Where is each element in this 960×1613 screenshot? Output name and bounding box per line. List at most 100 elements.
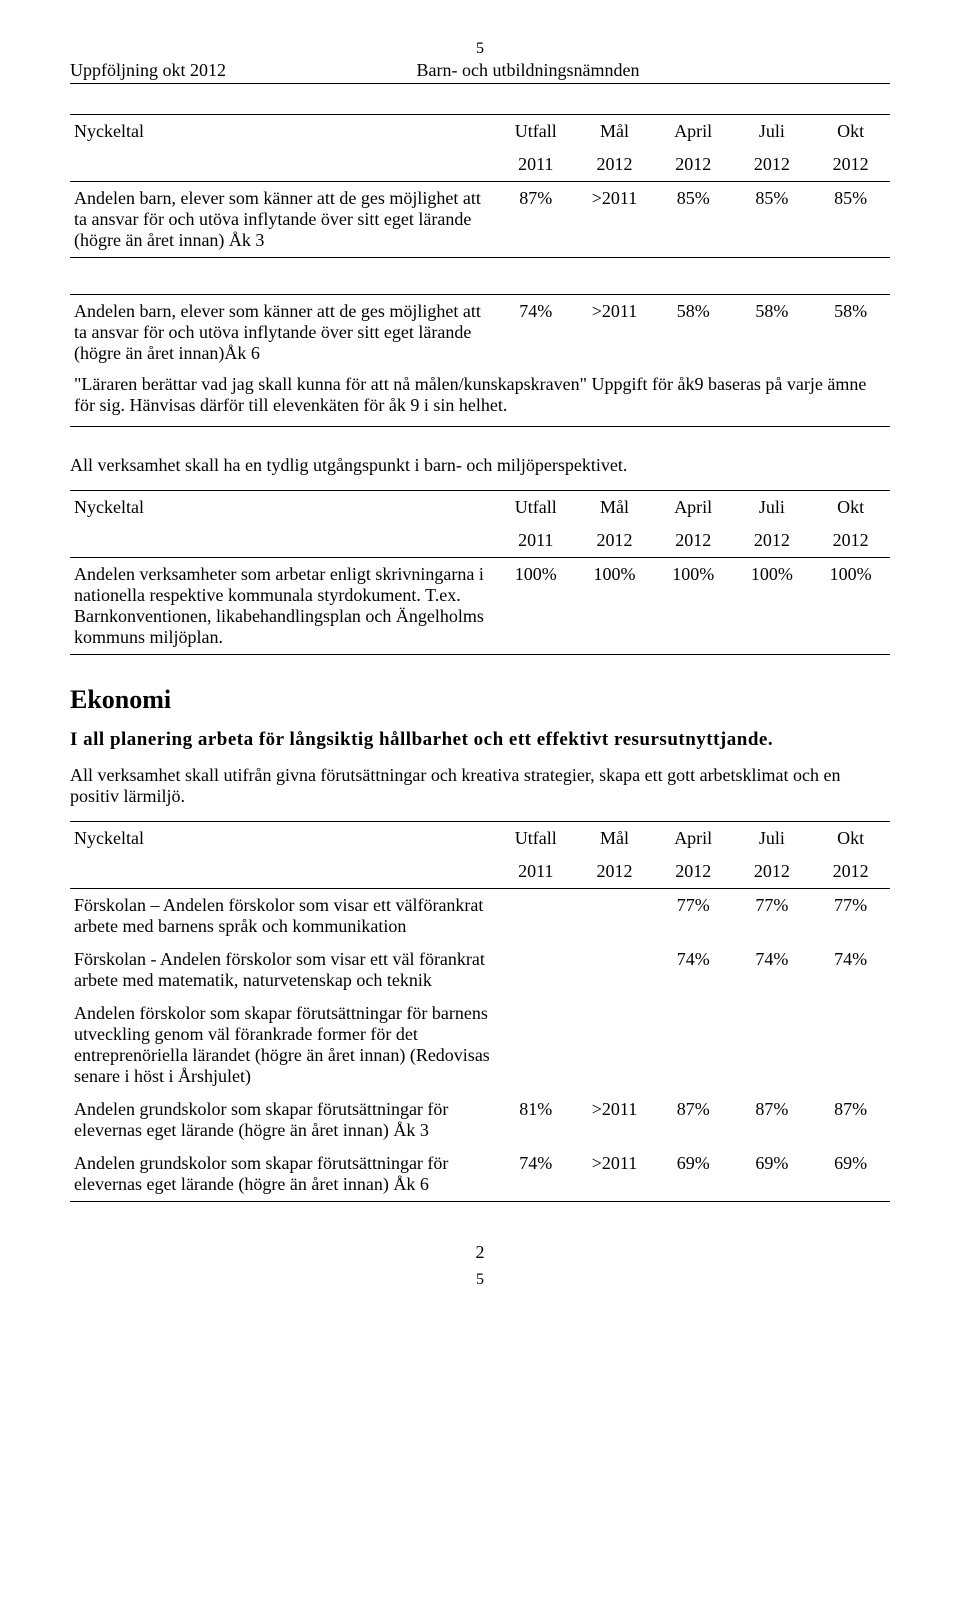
col-april-top: April <box>654 491 733 525</box>
col-juli-bot: 2012 <box>733 524 812 558</box>
table-1: Nyckeltal Utfall Mål April Juli Okt 2011… <box>70 114 890 258</box>
cell: 74% <box>654 943 733 997</box>
col-utfall-bot: 2011 <box>496 148 575 182</box>
row-label: Andelen barn, elever som känner att de g… <box>70 295 496 371</box>
col-mal-bot: 2012 <box>575 855 654 889</box>
col-utfall-bot: 2011 <box>496 855 575 889</box>
cell: 87% <box>733 1093 812 1147</box>
cell: 69% <box>654 1147 733 1202</box>
col-april-top: April <box>654 822 733 856</box>
cell: 77% <box>811 889 890 944</box>
cell: 100% <box>496 558 575 655</box>
cell: >2011 <box>575 182 654 258</box>
cell: 58% <box>733 295 812 371</box>
col-utfall-top: Utfall <box>496 115 575 149</box>
cell: >2011 <box>575 295 654 371</box>
table-row: Andelen barn, elever som känner att de g… <box>70 182 890 258</box>
row-label: Förskolan - Andelen förskolor som visar … <box>70 943 496 997</box>
table-4: Nyckeltal Utfall Mål April Juli Okt 2011… <box>70 821 890 1202</box>
cell: 69% <box>733 1147 812 1202</box>
outer-page-number: 5 <box>70 1271 890 1289</box>
document-page: 5 Uppföljning okt 2012 Barn- och utbildn… <box>0 0 960 1329</box>
cell: 100% <box>654 558 733 655</box>
cell <box>733 997 812 1093</box>
table-row: Andelen förskolor som skapar förutsättni… <box>70 997 890 1093</box>
row-label: Andelen barn, elever som känner att de g… <box>70 182 496 258</box>
cell: 100% <box>733 558 812 655</box>
cell <box>811 997 890 1093</box>
col-april-bot: 2012 <box>654 855 733 889</box>
col-utfall-top: Utfall <box>496 822 575 856</box>
row-label: Andelen verksamheter som arbetar enligt … <box>70 558 496 655</box>
table-row: Förskolan - Andelen förskolor som visar … <box>70 943 890 997</box>
cell: 77% <box>733 889 812 944</box>
header-right: Barn- och utbildningsnämnden <box>417 60 640 81</box>
table-row: Andelen barn, elever som känner att de g… <box>70 295 890 371</box>
cell: 74% <box>811 943 890 997</box>
col-mal-bot: 2012 <box>575 524 654 558</box>
col-juli-bot: 2012 <box>733 855 812 889</box>
inner-page-number: 2 <box>70 1242 890 1263</box>
cell: 69% <box>811 1147 890 1202</box>
table-row: Förskolan – Andelen förskolor som visar … <box>70 889 890 944</box>
row-label: Förskolan – Andelen förskolor som visar … <box>70 889 496 944</box>
row-label: Andelen förskolor som skapar förutsättni… <box>70 997 496 1093</box>
cell <box>575 997 654 1093</box>
cell: 85% <box>654 182 733 258</box>
table-2: Andelen barn, elever som känner att de g… <box>70 294 890 427</box>
col-juli-top: Juli <box>733 115 812 149</box>
paragraph: All verksamhet skall ha en tydlig utgång… <box>70 455 890 476</box>
section-heading: Ekonomi <box>70 685 890 715</box>
cell: 100% <box>811 558 890 655</box>
cell: 85% <box>733 182 812 258</box>
col-mal-top: Mål <box>575 115 654 149</box>
col-april-bot: 2012 <box>654 148 733 182</box>
top-page-number: 5 <box>70 40 890 58</box>
col-okt-bot: 2012 <box>811 855 890 889</box>
paragraph: All verksamhet skall utifrån givna förut… <box>70 765 890 807</box>
cell: 87% <box>654 1093 733 1147</box>
cell: 58% <box>811 295 890 371</box>
row-label: Andelen grundskolor som skapar förutsätt… <box>70 1093 496 1147</box>
col-april-top: April <box>654 115 733 149</box>
cell: 85% <box>811 182 890 258</box>
col-okt-top: Okt <box>811 491 890 525</box>
cell: 77% <box>654 889 733 944</box>
table-row: Andelen grundskolor som skapar förutsätt… <box>70 1147 890 1202</box>
header-left: Uppföljning okt 2012 <box>70 60 226 81</box>
col-mal-top: Mål <box>575 822 654 856</box>
cell <box>654 997 733 1093</box>
col-okt-bot: 2012 <box>811 524 890 558</box>
cell: 87% <box>496 182 575 258</box>
cell <box>496 997 575 1093</box>
cell: 81% <box>496 1093 575 1147</box>
page-header: Uppföljning okt 2012 Barn- och utbildnin… <box>70 60 890 84</box>
table-3: Nyckeltal Utfall Mål April Juli Okt 2011… <box>70 490 890 655</box>
col-okt-top: Okt <box>811 822 890 856</box>
col-mal-bot: 2012 <box>575 148 654 182</box>
cell: 87% <box>811 1093 890 1147</box>
col-utfall-bot: 2011 <box>496 524 575 558</box>
table-row: Andelen grundskolor som skapar förutsätt… <box>70 1093 890 1147</box>
col-okt-bot: 2012 <box>811 148 890 182</box>
col-mal-top: Mål <box>575 491 654 525</box>
cell <box>575 889 654 944</box>
cell: >2011 <box>575 1147 654 1202</box>
col-okt-top: Okt <box>811 115 890 149</box>
table-note: "Läraren berättar vad jag skall kunna fö… <box>70 370 890 427</box>
cell: 74% <box>496 1147 575 1202</box>
col-utfall-top: Utfall <box>496 491 575 525</box>
col-label: Nyckeltal <box>70 115 496 182</box>
cell <box>575 943 654 997</box>
col-juli-top: Juli <box>733 491 812 525</box>
table-row: Andelen verksamheter som arbetar enligt … <box>70 558 890 655</box>
col-juli-top: Juli <box>733 822 812 856</box>
col-juli-bot: 2012 <box>733 148 812 182</box>
col-april-bot: 2012 <box>654 524 733 558</box>
col-label: Nyckeltal <box>70 491 496 558</box>
row-label: Andelen grundskolor som skapar förutsätt… <box>70 1147 496 1202</box>
cell: 74% <box>733 943 812 997</box>
cell <box>496 943 575 997</box>
section-subheading: I all planering arbeta för långsiktig hå… <box>70 729 890 751</box>
cell: 74% <box>496 295 575 371</box>
